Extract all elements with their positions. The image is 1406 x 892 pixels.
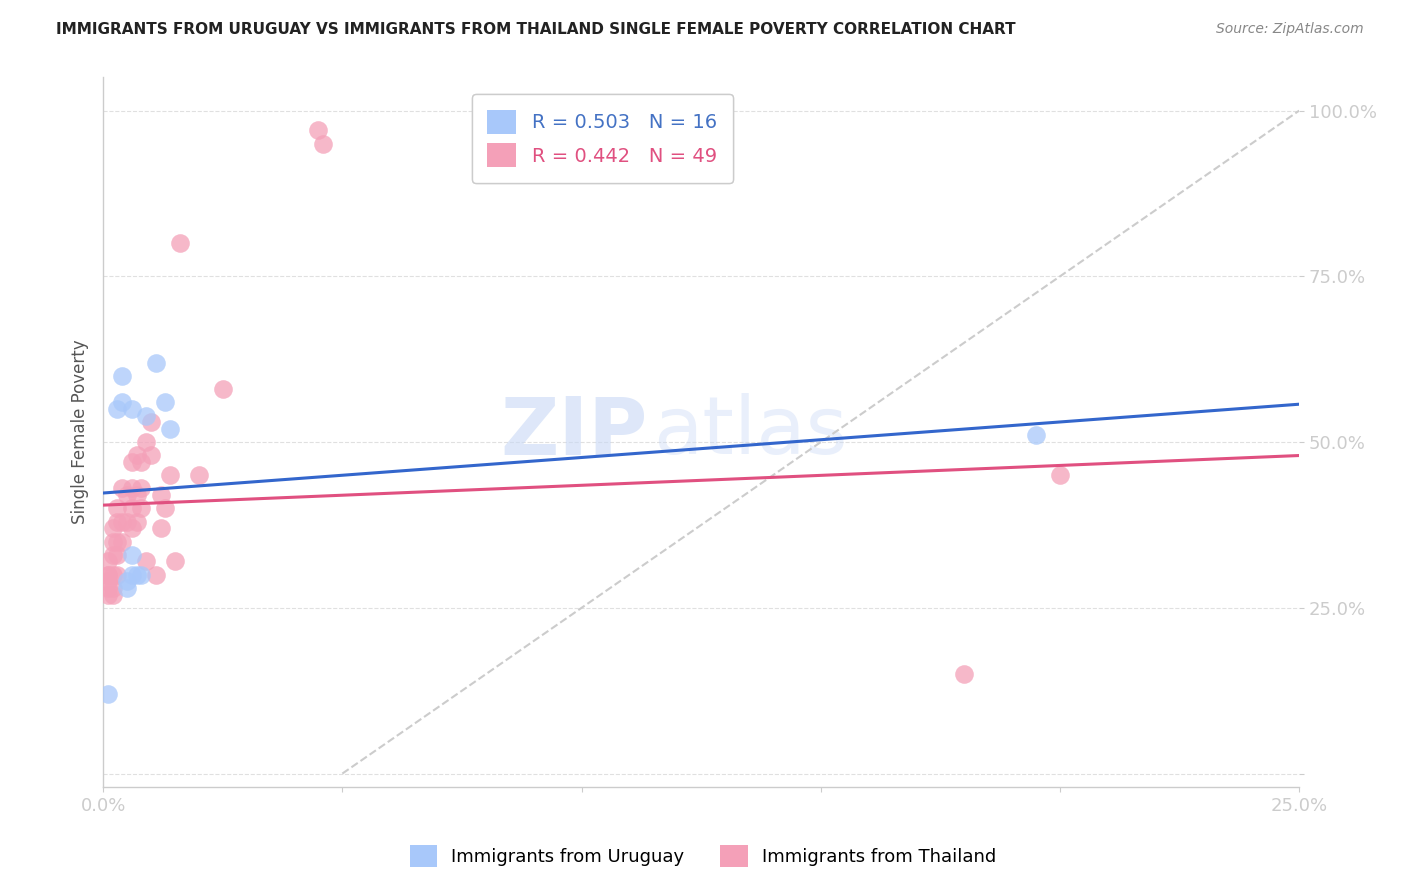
Point xyxy=(111,534,134,549)
Point xyxy=(125,515,148,529)
Point xyxy=(121,482,143,496)
Text: Source: ZipAtlas.com: Source: ZipAtlas.com xyxy=(1216,22,1364,37)
Point xyxy=(101,534,124,549)
Point xyxy=(121,501,143,516)
Point xyxy=(107,534,129,549)
Point xyxy=(111,395,134,409)
Point xyxy=(121,548,143,562)
Text: atlas: atlas xyxy=(654,393,848,471)
Point xyxy=(107,548,129,562)
Point xyxy=(163,554,186,568)
Point xyxy=(121,567,143,582)
Point xyxy=(139,448,162,462)
Point xyxy=(101,588,124,602)
Point xyxy=(115,574,138,589)
Point xyxy=(307,123,329,137)
Point xyxy=(1049,468,1071,483)
Point xyxy=(125,448,148,462)
Point xyxy=(159,422,181,436)
Point xyxy=(149,488,172,502)
Point xyxy=(97,554,120,568)
Legend: R = 0.503   N = 16, R = 0.442   N = 49: R = 0.503 N = 16, R = 0.442 N = 49 xyxy=(471,95,733,183)
Point xyxy=(131,455,153,469)
Point xyxy=(107,515,129,529)
Text: IMMIGRANTS FROM URUGUAY VS IMMIGRANTS FROM THAILAND SINGLE FEMALE POVERTY CORREL: IMMIGRANTS FROM URUGUAY VS IMMIGRANTS FR… xyxy=(56,22,1017,37)
Point xyxy=(107,501,129,516)
Point xyxy=(111,368,134,383)
Point xyxy=(131,567,153,582)
Point xyxy=(145,355,167,369)
Point xyxy=(312,136,335,151)
Point xyxy=(97,588,120,602)
Point xyxy=(97,581,120,595)
Point xyxy=(1025,428,1047,442)
Legend: Immigrants from Uruguay, Immigrants from Thailand: Immigrants from Uruguay, Immigrants from… xyxy=(402,838,1004,874)
Point xyxy=(135,554,157,568)
Point xyxy=(155,501,177,516)
Point xyxy=(115,488,138,502)
Point xyxy=(131,482,153,496)
Point xyxy=(135,435,157,450)
Point xyxy=(101,521,124,535)
Point xyxy=(169,236,191,251)
Point xyxy=(145,567,167,582)
Point xyxy=(111,482,134,496)
Point xyxy=(101,581,124,595)
Point xyxy=(131,501,153,516)
Point xyxy=(115,515,138,529)
Point xyxy=(97,567,120,582)
Point xyxy=(125,567,148,582)
Point xyxy=(149,521,172,535)
Point xyxy=(101,548,124,562)
Point xyxy=(107,567,129,582)
Y-axis label: Single Female Poverty: Single Female Poverty xyxy=(72,340,89,524)
Point xyxy=(121,401,143,416)
Point xyxy=(121,455,143,469)
Point xyxy=(115,581,138,595)
Point xyxy=(125,488,148,502)
Point xyxy=(97,574,120,589)
Point xyxy=(211,382,233,396)
Point xyxy=(97,687,120,701)
Point xyxy=(111,515,134,529)
Point xyxy=(97,567,120,582)
Point xyxy=(159,468,181,483)
Point xyxy=(121,521,143,535)
Text: ZIP: ZIP xyxy=(501,393,647,471)
Point xyxy=(101,567,124,582)
Point xyxy=(139,415,162,429)
Point xyxy=(107,401,129,416)
Point xyxy=(155,395,177,409)
Point xyxy=(953,667,976,681)
Point xyxy=(135,409,157,423)
Point xyxy=(187,468,209,483)
